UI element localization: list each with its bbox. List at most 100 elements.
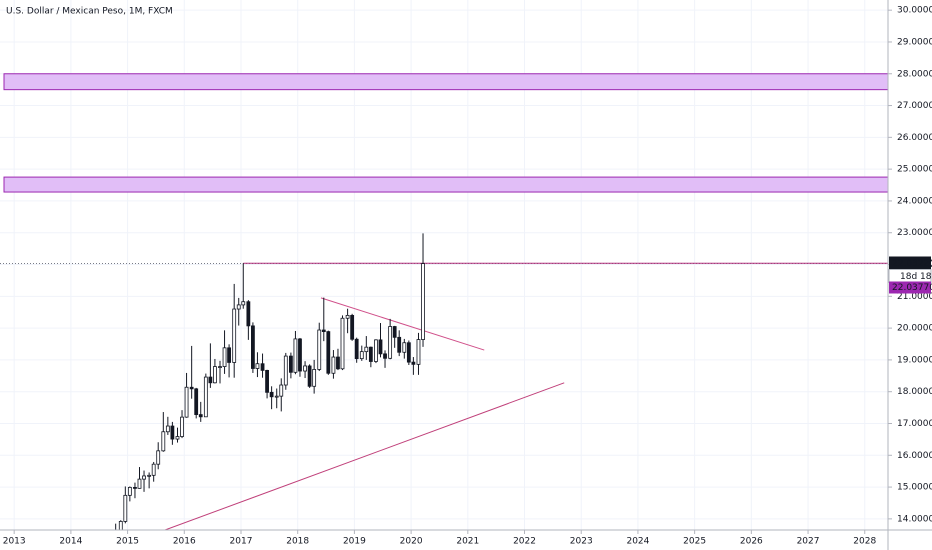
- y-tick-label: 16.00000: [897, 451, 932, 461]
- candle-body: [312, 369, 317, 387]
- candle-body: [402, 342, 407, 353]
- price-zone: [3, 73, 888, 91]
- candle-body: [260, 363, 265, 371]
- price-zone: [3, 176, 888, 193]
- x-tick-label: 2025: [683, 537, 706, 547]
- x-tick-label: 2022: [513, 537, 536, 547]
- y-tick-label: 30.00000: [897, 6, 932, 16]
- candle-body: [331, 356, 336, 374]
- candle-body: [350, 314, 355, 340]
- candle-body: [288, 355, 293, 373]
- x-tick-label: 2023: [570, 537, 593, 547]
- y-tick-label: 20.00000: [897, 324, 932, 334]
- candle-body: [127, 486, 132, 496]
- candle-body: [175, 436, 180, 440]
- line-price-label: 22.03770: [892, 283, 932, 293]
- y-tick-label: 14.00000: [897, 514, 932, 524]
- candle-body: [165, 425, 170, 433]
- x-tick-label: 2016: [173, 537, 196, 547]
- candle-body: [194, 388, 199, 415]
- candle-body: [137, 478, 142, 489]
- x-tick-label: 2015: [116, 537, 139, 547]
- last-price-label: 22.03220: [892, 259, 932, 269]
- candle-body: [123, 494, 128, 522]
- candle-body: [298, 338, 302, 372]
- candle-body: [397, 336, 402, 353]
- x-tick-label: 2028: [853, 537, 876, 547]
- trend-line: [320, 297, 485, 351]
- candle-body: [133, 486, 137, 489]
- candle-body: [241, 301, 246, 306]
- last-price-box: [889, 256, 931, 270]
- candle-body: [246, 301, 251, 327]
- candle-body: [227, 347, 231, 363]
- y-tick-label: 21.00000: [897, 292, 932, 302]
- chart-title: U.S. Dollar / Mexican Peso, 1M, FXCM: [6, 7, 173, 17]
- candle-body: [208, 376, 213, 384]
- candle-body: [180, 416, 184, 437]
- candle-body: [336, 356, 340, 370]
- x-tick-label: 2027: [797, 537, 820, 547]
- candle-body: [222, 347, 227, 367]
- candle-body: [364, 346, 369, 353]
- candle-body: [303, 365, 307, 372]
- candle-body: [293, 338, 298, 373]
- candle-body: [142, 475, 146, 480]
- line-price-box: [889, 281, 931, 294]
- candle-body: [232, 308, 237, 363]
- candle-body: [236, 304, 241, 310]
- candle-body: [383, 353, 387, 359]
- y-tick-label: 29.00000: [897, 37, 932, 47]
- candle-body: [189, 386, 194, 390]
- y-tick-label: 28.00000: [897, 69, 932, 79]
- axes: 14.00000 15.00000 16.00000 17.00000 18.00000…: [3, 6, 932, 547]
- y-tick-label: 17.00000: [897, 419, 932, 429]
- candle-body: [421, 263, 425, 340]
- candle-body: [265, 369, 269, 393]
- y-tick-label: 24.00000: [897, 196, 932, 206]
- candle-body: [255, 363, 260, 369]
- x-tick-label: 2018: [286, 537, 309, 547]
- y-tick-label: 27.00000: [897, 101, 932, 111]
- x-tick-label: 2019: [343, 537, 366, 547]
- x-tick-label: 2020: [400, 537, 423, 547]
- candle-body: [317, 329, 322, 370]
- candle-body: [118, 521, 123, 530]
- plot-area: [0, 73, 888, 530]
- x-tick-label: 2017: [230, 537, 253, 547]
- candle-body: [326, 331, 331, 374]
- y-tick-label: 15.00000: [897, 483, 932, 493]
- candle-body: [388, 326, 393, 359]
- candle-body: [378, 339, 383, 355]
- candle-body: [274, 395, 279, 398]
- x-tick-label: 2026: [740, 537, 763, 547]
- candle-body: [279, 384, 284, 397]
- candle-body: [345, 314, 350, 319]
- candle-body: [269, 391, 274, 398]
- candle-body: [368, 346, 373, 362]
- candle-body: [251, 325, 255, 369]
- countdown-label: 18d 18h: [900, 272, 932, 282]
- candle-body: [184, 386, 189, 418]
- y-tick-label: 23.00000: [897, 228, 932, 238]
- candle-body: [416, 339, 421, 365]
- trend-line: [164, 382, 565, 530]
- candle-body: [161, 431, 166, 452]
- candle-body: [411, 361, 416, 365]
- candle-body: [203, 376, 208, 418]
- candle-body: [147, 474, 152, 477]
- x-tick-label: 2024: [626, 537, 649, 547]
- candle-body: [156, 450, 161, 465]
- candle-body: [392, 326, 397, 338]
- y-tick-label: 19.00000: [897, 355, 932, 365]
- x-tick-label: 2014: [59, 537, 82, 547]
- candle-body: [307, 365, 312, 387]
- candle-body: [359, 351, 364, 360]
- candle-body: [218, 366, 222, 368]
- candle-body: [406, 342, 411, 363]
- x-tick-label: 2013: [3, 537, 26, 547]
- candle-body: [213, 366, 217, 384]
- candle-body: [374, 339, 378, 362]
